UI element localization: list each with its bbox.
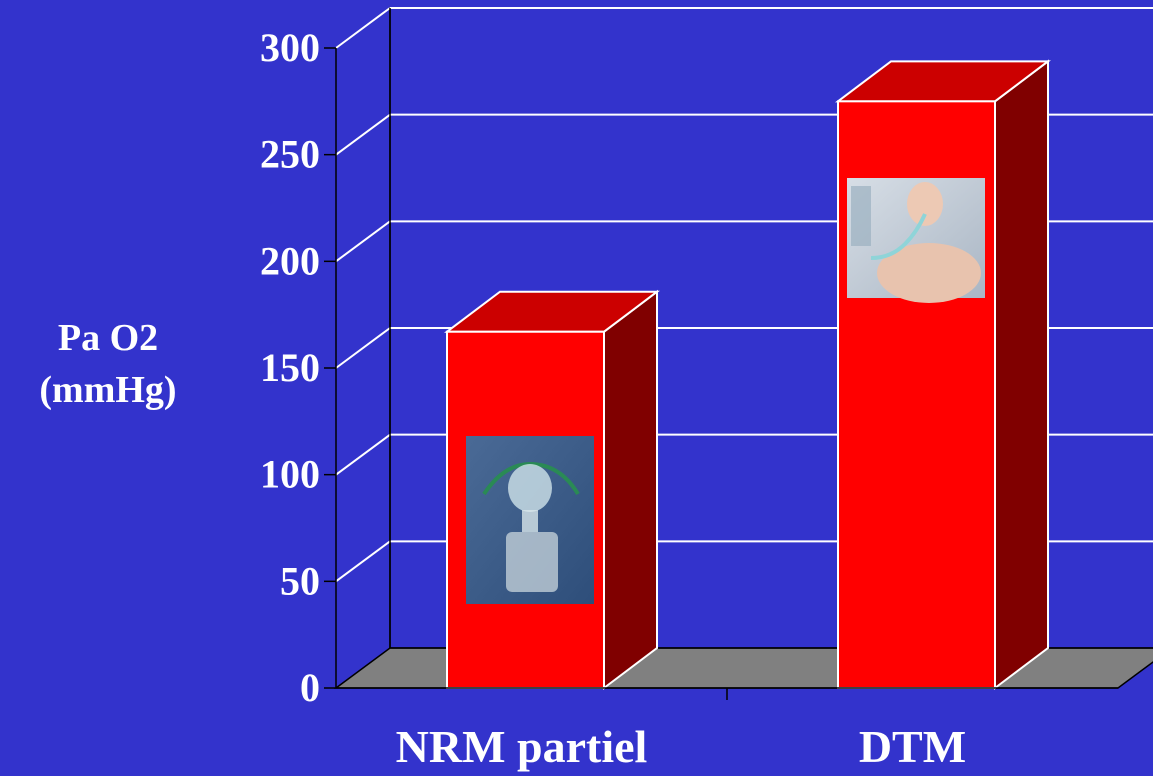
intubated-patient-photo bbox=[847, 178, 985, 303]
y-axis-title-line-1: Pa O2 bbox=[57, 317, 159, 359]
x-tick-label: NRM partiel bbox=[396, 721, 648, 772]
y-tick-label: 150 bbox=[260, 345, 320, 390]
bar-side bbox=[994, 59, 1049, 691]
side-gridline bbox=[335, 433, 391, 476]
monitor-equipment bbox=[851, 186, 871, 246]
bar-1 bbox=[444, 289, 660, 691]
bar-2 bbox=[835, 59, 1051, 691]
reservoir-bag bbox=[506, 532, 558, 592]
side-gridline bbox=[335, 540, 391, 583]
side-gridline bbox=[335, 7, 391, 49]
ventilator-tube bbox=[870, 213, 927, 260]
side-gridline bbox=[335, 327, 391, 369]
patient-head bbox=[907, 182, 943, 226]
y-tick-label: 300 bbox=[260, 25, 320, 70]
y-tick-label: 200 bbox=[260, 238, 320, 283]
y-tick-label: 50 bbox=[280, 558, 320, 603]
y-tick-label: 0 bbox=[300, 665, 320, 710]
mask-cup bbox=[508, 464, 552, 512]
x-tick-label: DTM bbox=[859, 721, 966, 772]
side-gridline bbox=[335, 113, 391, 156]
y-tick-label: 250 bbox=[260, 132, 320, 177]
y-axis-title-line-2: (mmHg) bbox=[39, 369, 177, 411]
patient-torso bbox=[877, 243, 981, 303]
y-tick-label: 100 bbox=[260, 452, 320, 497]
side-gridline bbox=[335, 220, 391, 263]
y-axis-title: Pa O2 (mmHg) bbox=[10, 312, 206, 416]
mask-valve bbox=[522, 510, 538, 532]
bar-side bbox=[603, 289, 658, 691]
oxygen-mask-photo bbox=[466, 436, 594, 604]
